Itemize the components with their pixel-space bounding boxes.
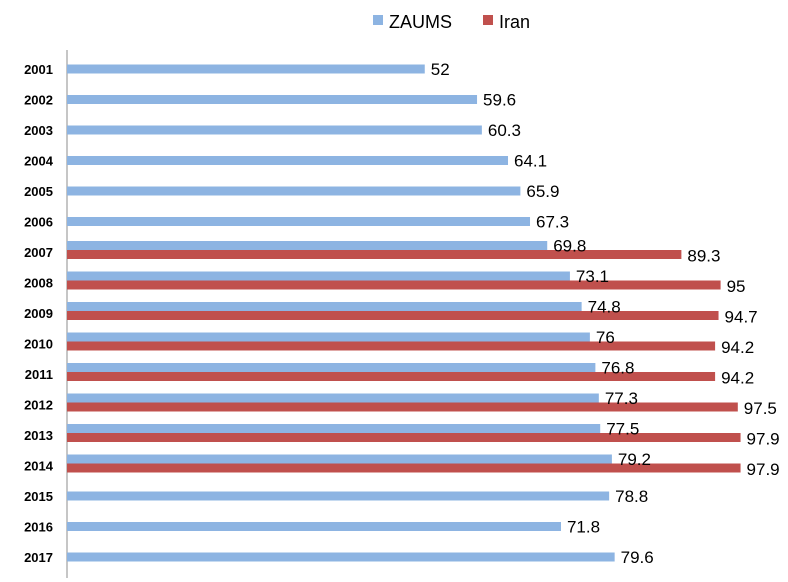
data-label-zaums: 76 [596, 328, 615, 347]
data-label-iran: 94.2 [721, 338, 754, 357]
category-label: 2010 [24, 337, 53, 352]
category-label: 2006 [24, 215, 53, 230]
category-labels: 2001 2002 2003 2004 2005 2006 2007 2008 2009 2010… [24, 62, 54, 565]
bar-zaums [67, 302, 582, 311]
data-label-zaums: 52 [431, 60, 450, 79]
category-label: 2016 [24, 520, 53, 535]
data-label-zaums: 69.8 [553, 237, 586, 256]
category-label: 2017 [24, 550, 53, 565]
bar-iran [67, 402, 738, 412]
bar-iran [67, 250, 682, 259]
data-label-zaums: 71.8 [567, 518, 600, 537]
bar-zaums [67, 271, 570, 281]
data-label-iran: 95 [727, 277, 746, 296]
bar-zaums [67, 393, 599, 403]
category-label: 2015 [24, 489, 53, 504]
bar-iran [67, 463, 741, 473]
data-label-iran: 97.9 [747, 430, 780, 449]
bar-zaums [67, 217, 531, 226]
bar-zaums [67, 95, 478, 104]
bar-zaums [67, 491, 610, 501]
category-label: 2005 [24, 184, 53, 199]
bar-iran [67, 311, 719, 320]
category-label: 2011 [25, 367, 53, 382]
data-label-iran: 97.9 [747, 460, 780, 479]
category-label: 2003 [24, 123, 53, 138]
data-label-zaums: 79.6 [621, 548, 654, 567]
category-label: 2007 [24, 245, 53, 260]
bar-zaums [67, 332, 590, 342]
bar-zaums [67, 454, 612, 464]
data-label-zaums: 59.6 [483, 91, 516, 110]
data-label-zaums: 73.1 [576, 267, 609, 286]
category-label: 2002 [24, 93, 53, 108]
data-label-zaums: 65.9 [526, 182, 559, 201]
chart-legend: ZAUMS Iran [373, 12, 530, 32]
data-label-iran: 94.7 [725, 308, 758, 327]
legend-label-iran: Iran [499, 12, 530, 32]
data-label-iran: 89.3 [687, 247, 720, 266]
bar-zaums [67, 241, 548, 250]
category-label: 2014 [24, 459, 54, 474]
bar-zaums [67, 424, 601, 433]
data-label-zaums: 78.8 [615, 487, 648, 506]
data-label-iran: 97.5 [744, 399, 777, 418]
bar-zaums [67, 125, 482, 135]
legend-label-zaums: ZAUMS [389, 12, 452, 32]
data-label-zaums: 67.3 [536, 213, 569, 232]
bar-zaums [67, 552, 615, 562]
category-label: 2013 [24, 428, 53, 443]
data-label-zaums: 74.8 [588, 298, 621, 317]
data-label-zaums: 77.5 [606, 420, 639, 439]
legend-swatch-iran [483, 15, 493, 25]
bars [67, 64, 741, 562]
bar-zaums [67, 64, 425, 74]
value-labels: 52 59.6 60.3 64.1 65.9 67.3 69.8 89.3 73.1 95 74.8… [431, 60, 780, 567]
bar-zaums [67, 186, 521, 196]
bar-iran [67, 433, 741, 442]
data-label-iran: 94.2 [721, 369, 754, 388]
data-label-zaums: 79.2 [618, 450, 651, 469]
bar-iran [67, 372, 716, 381]
legend-swatch-zaums [373, 15, 383, 25]
data-label-zaums: 64.1 [514, 152, 547, 171]
bar-zaums [67, 522, 561, 531]
category-label: 2004 [24, 154, 54, 169]
category-label: 2001 [24, 62, 53, 77]
category-label: 2009 [24, 306, 53, 321]
data-label-zaums: 60.3 [488, 121, 521, 140]
data-label-zaums: 77.3 [605, 389, 638, 408]
category-label: 2008 [24, 276, 53, 291]
bar-zaums [67, 363, 596, 372]
data-label-zaums: 76.8 [601, 359, 634, 378]
bar-zaums [67, 156, 509, 165]
category-label: 2012 [24, 398, 53, 413]
bar-iran [67, 341, 716, 351]
bar-iran [67, 280, 721, 290]
